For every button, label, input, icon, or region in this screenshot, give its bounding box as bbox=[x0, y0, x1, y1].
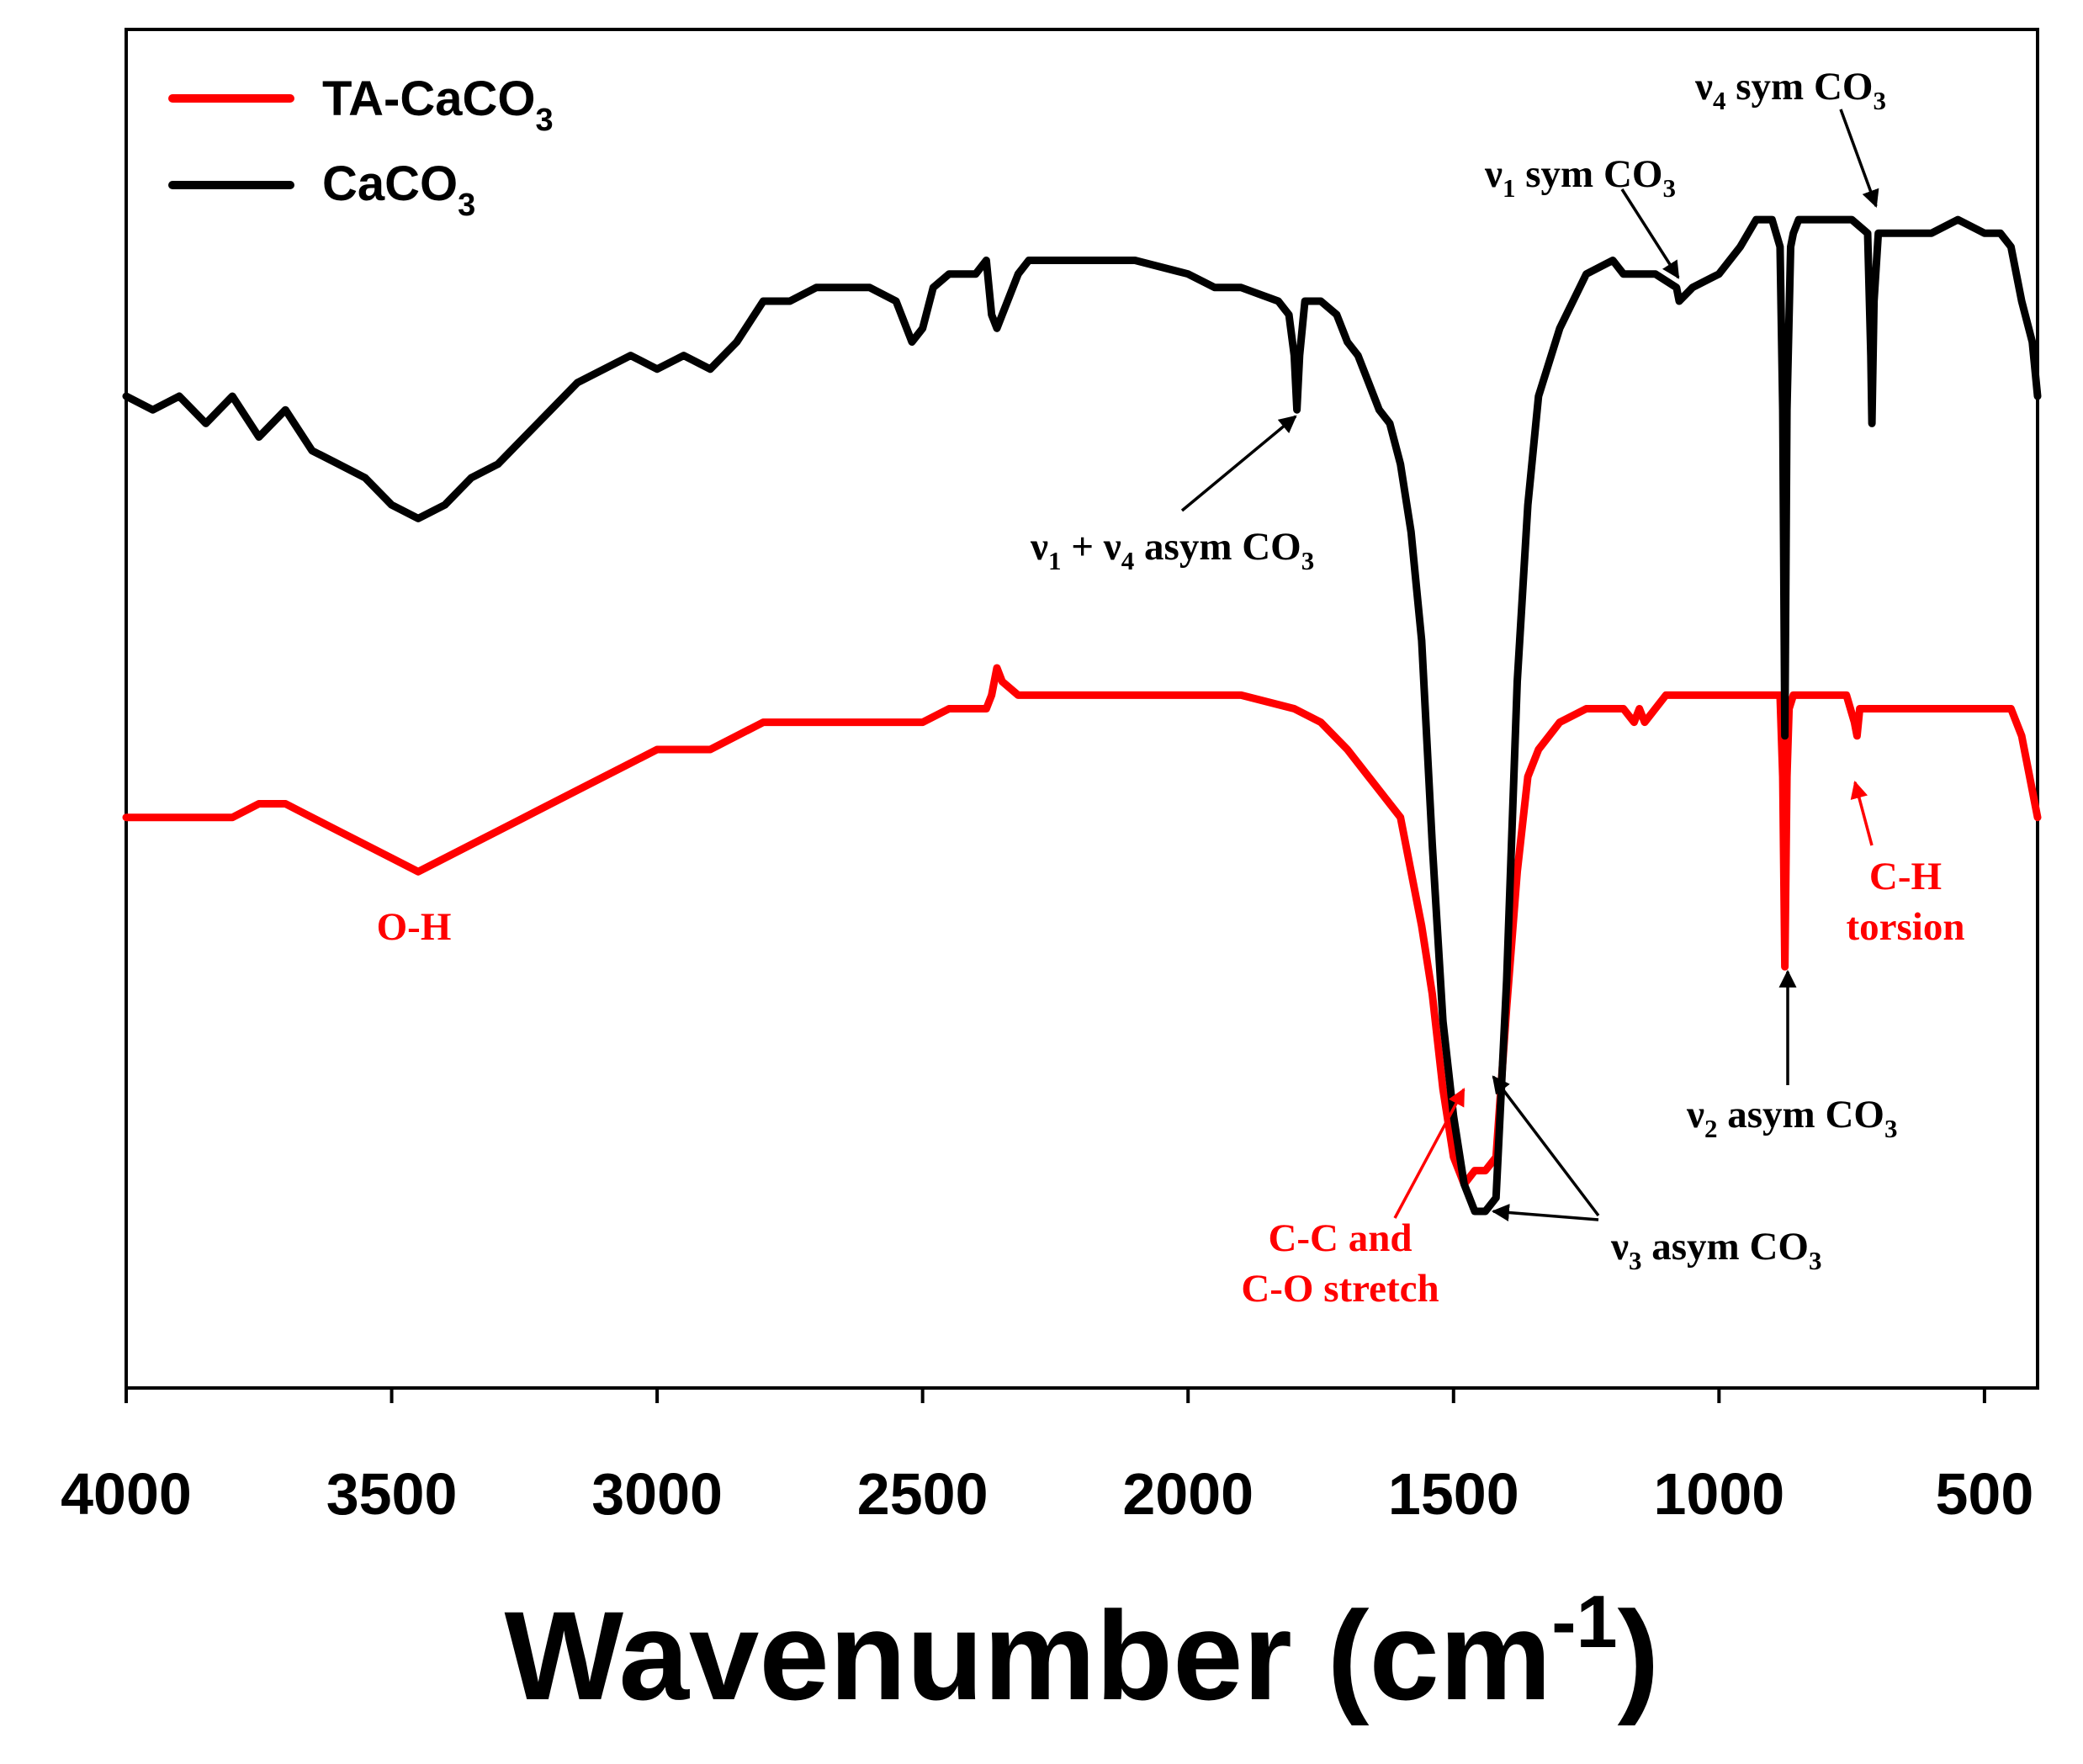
annotation-ch2: torsion bbox=[1847, 905, 1965, 949]
arrow-cc bbox=[1393, 1088, 1466, 1219]
x-tick-label-500: 500 bbox=[1935, 1461, 2033, 1527]
x-tick-label-2000: 2000 bbox=[1122, 1461, 1254, 1527]
arrow-ch bbox=[1850, 780, 1874, 846]
annotation-cc1: C-C and bbox=[1268, 1216, 1412, 1260]
annotation-v1sym: ν1 sym CO3 bbox=[1484, 152, 1676, 203]
annotation-ch1: C-H bbox=[1869, 855, 1942, 898]
legend-label-ta-caco3: TA-CaCO3 bbox=[322, 72, 554, 138]
x-axis-title: Wavenumber (cm-1) bbox=[505, 1580, 1660, 1726]
x-axis-ticks: 4000 3500 3000 2500 2000 1500 1000 500 bbox=[61, 1388, 2033, 1527]
x-tick-label-2500: 2500 bbox=[857, 1461, 988, 1527]
series-layer bbox=[122, 215, 2042, 1216]
annotation-v1v4: ν1 + ν4 asym CO3 bbox=[1030, 525, 1314, 575]
arrow-v3asym-a bbox=[1492, 1075, 1600, 1217]
x-tick-label-3500: 3500 bbox=[326, 1461, 458, 1527]
legend-label-caco3: CaCO3 bbox=[322, 156, 475, 223]
annotation-oh: O-H bbox=[377, 905, 452, 949]
series-line-caco3 bbox=[122, 215, 2042, 1216]
arrow-v1v4 bbox=[1180, 415, 1297, 512]
annotation-v4sym: ν4 sym CO3 bbox=[1694, 65, 1886, 115]
annotation-labels: ν1 + ν4 asym CO3 ν1 sym CO3 ν4 sym CO3 ν2 a… bbox=[377, 65, 1965, 1311]
legend: TA-CaCO3 CaCO3 bbox=[168, 72, 554, 223]
series-line-ta-caco3 bbox=[122, 664, 2042, 1189]
plot-frame bbox=[125, 28, 2039, 1390]
annotation-arrows bbox=[1180, 109, 1879, 1221]
arrow-v1sym bbox=[1620, 188, 1680, 279]
annotation-v2asym: ν2 asym CO3 bbox=[1686, 1093, 1897, 1143]
x-tick-label-4000: 4000 bbox=[61, 1461, 192, 1527]
annotation-cc2: C-O stretch bbox=[1241, 1267, 1439, 1311]
x-tick-label-1500: 1500 bbox=[1388, 1461, 1519, 1527]
annotation-v3asym: ν3 asym CO3 bbox=[1610, 1225, 1821, 1275]
arrow-v4sym bbox=[1839, 109, 1879, 208]
arrow-v3asym-b bbox=[1491, 1204, 1599, 1221]
x-tick-label-1000: 1000 bbox=[1653, 1461, 1784, 1527]
x-tick-label-3000: 3000 bbox=[591, 1461, 723, 1527]
